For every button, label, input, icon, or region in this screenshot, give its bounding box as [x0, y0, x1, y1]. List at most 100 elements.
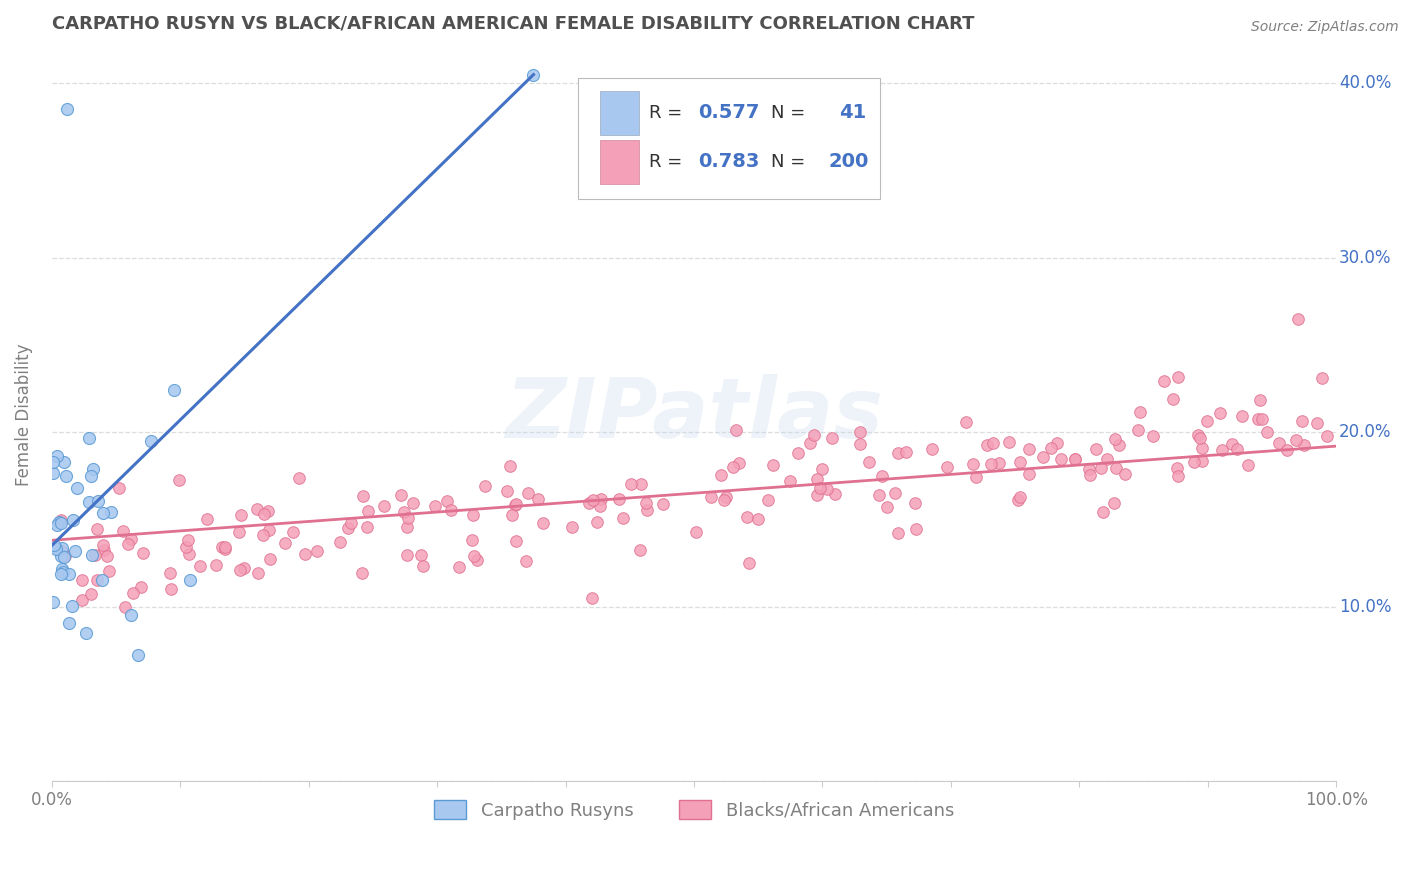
- Point: [505, 533, 527, 548]
- Text: 10.0%: 10.0%: [1339, 598, 1392, 615]
- Point: [205, 558, 228, 573]
- Point: [1256, 425, 1278, 439]
- Point: [887, 446, 910, 460]
- Point: [356, 519, 378, 533]
- Point: [1064, 452, 1087, 467]
- Point: [396, 511, 419, 525]
- Point: [288, 470, 311, 484]
- Text: R =: R =: [650, 153, 688, 171]
- Point: [904, 496, 927, 510]
- Point: [373, 500, 395, 514]
- Point: [935, 460, 957, 475]
- Point: [1104, 432, 1126, 446]
- Point: [70, 592, 93, 607]
- Point: [66, 481, 89, 495]
- Point: [395, 520, 418, 534]
- Point: [591, 491, 613, 506]
- Point: [1007, 492, 1029, 507]
- Point: [352, 489, 374, 503]
- Point: [253, 507, 276, 521]
- Point: [628, 543, 651, 558]
- Point: [1064, 452, 1087, 467]
- Point: [527, 492, 550, 507]
- Point: [1010, 455, 1032, 469]
- Point: [51, 541, 73, 555]
- FancyBboxPatch shape: [600, 140, 638, 184]
- Point: [1167, 469, 1189, 483]
- Point: [747, 512, 769, 526]
- Point: [80, 548, 103, 562]
- Point: [1039, 442, 1062, 456]
- Point: [586, 515, 609, 529]
- Point: [738, 557, 761, 571]
- Point: [876, 500, 898, 514]
- Point: [858, 455, 880, 469]
- Point: [786, 446, 808, 460]
- Point: [515, 554, 537, 568]
- Point: [806, 472, 828, 486]
- Point: [821, 431, 844, 445]
- Point: [630, 476, 652, 491]
- Point: [174, 540, 197, 554]
- Point: [1291, 414, 1313, 428]
- Point: [811, 461, 834, 475]
- Point: [724, 423, 747, 437]
- Point: [499, 459, 522, 474]
- Point: [980, 457, 1002, 471]
- Point: [987, 456, 1010, 470]
- Point: [808, 481, 831, 495]
- Point: [848, 425, 870, 439]
- Point: [1286, 311, 1309, 326]
- Point: [965, 470, 987, 484]
- Point: [100, 505, 122, 519]
- Point: [1182, 455, 1205, 469]
- Point: [1045, 435, 1067, 450]
- Point: [1316, 428, 1339, 442]
- Point: [1230, 409, 1253, 423]
- Point: [1018, 442, 1040, 457]
- Point: [48, 515, 70, 529]
- Point: [169, 473, 191, 487]
- Point: [228, 524, 250, 539]
- Point: [82, 462, 104, 476]
- Point: [392, 505, 415, 519]
- Point: [53, 549, 76, 564]
- Point: [257, 504, 280, 518]
- Point: [436, 494, 458, 508]
- Point: [1018, 467, 1040, 482]
- Point: [981, 436, 1004, 450]
- Point: [42, 538, 65, 552]
- Text: 40.0%: 40.0%: [1339, 74, 1392, 93]
- Point: [461, 508, 484, 522]
- Text: 30.0%: 30.0%: [1339, 249, 1392, 267]
- Point: [1008, 490, 1031, 504]
- Point: [620, 477, 643, 491]
- Point: [91, 573, 114, 587]
- Point: [108, 481, 131, 495]
- Point: [274, 536, 297, 550]
- Point: [1105, 460, 1128, 475]
- Point: [257, 523, 280, 537]
- Point: [80, 586, 103, 600]
- Point: [259, 552, 281, 566]
- Point: [1197, 413, 1219, 427]
- Point: [1084, 442, 1107, 457]
- Point: [45, 541, 67, 556]
- Point: [86, 574, 108, 588]
- Point: [336, 521, 359, 535]
- Point: [1191, 454, 1213, 468]
- Point: [395, 548, 418, 562]
- Point: [1268, 435, 1291, 450]
- Point: [77, 495, 100, 509]
- Point: [93, 542, 115, 557]
- Text: ZIPatlas: ZIPatlas: [505, 375, 883, 455]
- Text: 0.577: 0.577: [697, 103, 759, 122]
- Point: [1032, 450, 1054, 464]
- Point: [80, 469, 103, 483]
- Point: [91, 538, 114, 552]
- Point: [159, 582, 181, 596]
- Point: [49, 549, 72, 564]
- Point: [45, 450, 67, 464]
- Point: [904, 522, 927, 536]
- Point: [179, 574, 201, 588]
